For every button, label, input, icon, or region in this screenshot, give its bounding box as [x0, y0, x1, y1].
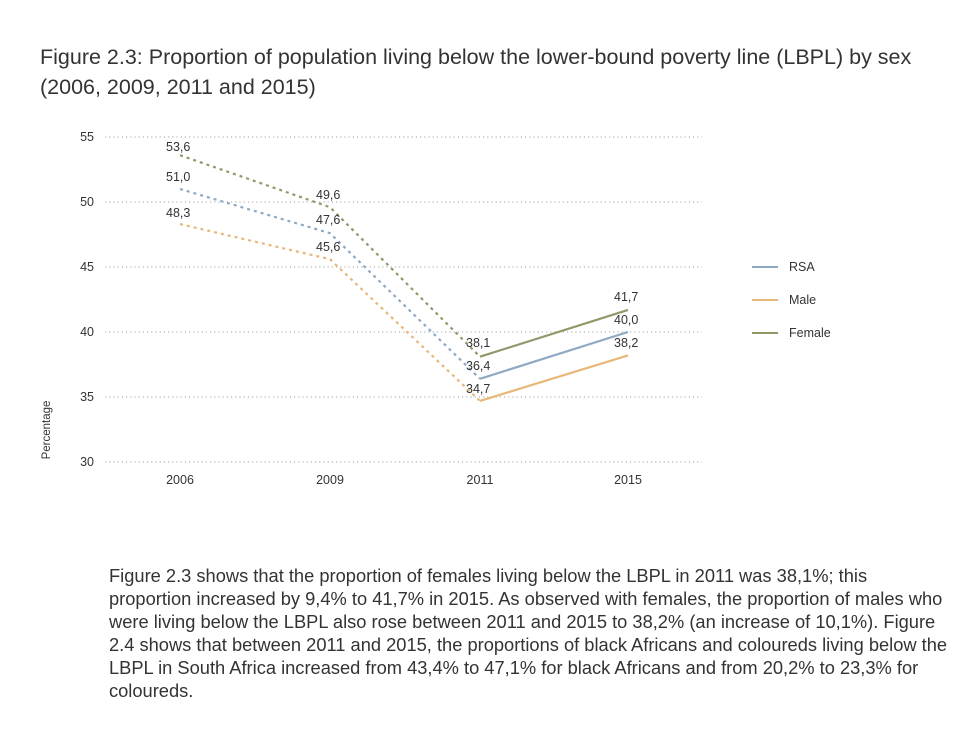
- series-line-female-dashed: [179, 154, 481, 358]
- x-tick-label: 2006: [166, 473, 194, 487]
- grid-lines: [105, 136, 702, 463]
- legend: RSA Male Female: [752, 260, 831, 340]
- series-line-male-solid: [479, 354, 629, 402]
- y-tick-label: 30: [80, 455, 94, 469]
- data-labels: 51,0 47,6 36,4 40,0 48,3 45,6 34,7 38,2 53,6 49,6…: [166, 140, 638, 396]
- legend-label-female: Female: [789, 326, 831, 340]
- chart-title: Figure 2.3: Proportion of population liv…: [40, 45, 912, 99]
- data-label-female: 38,1: [466, 336, 490, 350]
- series-line-rsa-solid: [479, 330, 629, 380]
- data-label-female: 49,6: [316, 188, 340, 202]
- y-tick-label: 35: [80, 390, 94, 404]
- series-line-male-dashed: [179, 223, 481, 402]
- line-chart: 30 35 40 45 50 55 2006 2009 2011 2015 Percentage…: [41, 130, 831, 487]
- y-axis-label: Percentage: [41, 401, 53, 460]
- y-tick-label: 55: [80, 130, 94, 144]
- y-axis-ticks: 30 35 40 45 50 55: [80, 130, 94, 469]
- series-lines: [179, 154, 629, 402]
- data-label-rsa: 51,0: [166, 170, 190, 184]
- body-paragraph: Figure 2.3 shows that the proportion of …: [109, 565, 948, 701]
- legend-label-rsa: RSA: [789, 260, 815, 274]
- series-line-female-solid: [479, 308, 629, 358]
- data-label-rsa: 40,0: [614, 313, 638, 327]
- data-label-rsa: 36,4: [466, 359, 490, 373]
- y-tick-label: 45: [80, 260, 94, 274]
- data-label-female: 53,6: [166, 140, 190, 154]
- legend-label-male: Male: [789, 293, 816, 307]
- x-tick-label: 2009: [316, 473, 344, 487]
- series-line-rsa-dashed: [179, 187, 481, 380]
- y-tick-label: 50: [80, 195, 94, 209]
- data-label-male: 45,6: [316, 240, 340, 254]
- data-label-male: 34,7: [466, 382, 490, 396]
- data-label-female: 41,7: [614, 290, 638, 304]
- y-tick-label: 40: [80, 325, 94, 339]
- data-label-male: 38,2: [614, 336, 638, 350]
- x-axis-ticks: 2006 2009 2011 2015: [166, 473, 642, 487]
- data-label-male: 48,3: [166, 206, 190, 220]
- data-label-rsa: 47,6: [316, 213, 340, 227]
- x-tick-label: 2015: [614, 473, 642, 487]
- x-tick-label: 2011: [467, 473, 494, 487]
